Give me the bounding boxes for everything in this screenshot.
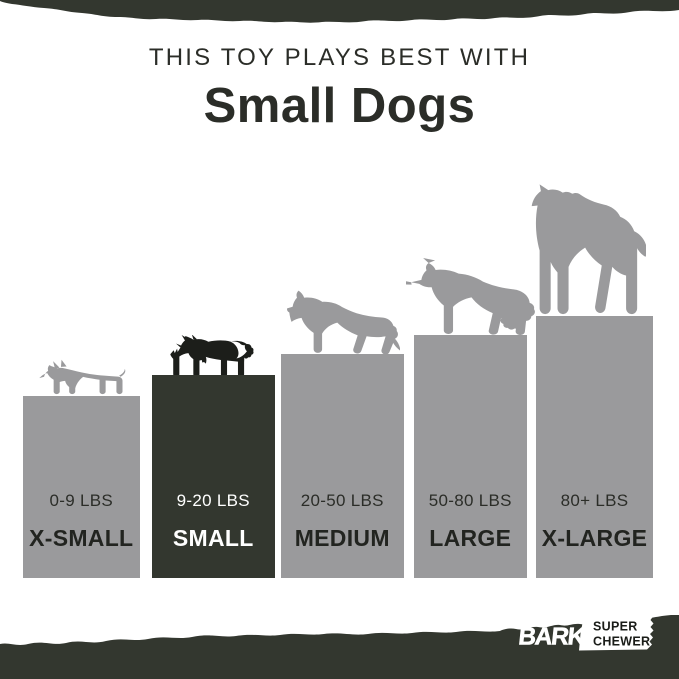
svg-text:SUPER: SUPER [593, 620, 638, 634]
svg-text:CHEWER: CHEWER [593, 635, 650, 649]
svg-text:BARK: BARK [517, 624, 587, 651]
